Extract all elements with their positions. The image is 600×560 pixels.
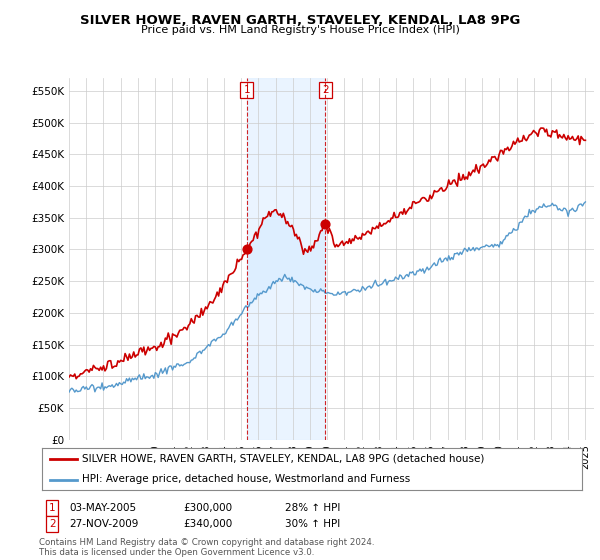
Text: 30% ↑ HPI: 30% ↑ HPI: [285, 519, 340, 529]
Text: SILVER HOWE, RAVEN GARTH, STAVELEY, KENDAL, LA8 9PG (detached house): SILVER HOWE, RAVEN GARTH, STAVELEY, KEND…: [83, 454, 485, 464]
Text: 1: 1: [49, 503, 56, 513]
Text: 27-NOV-2009: 27-NOV-2009: [69, 519, 139, 529]
Point: [242, 245, 251, 254]
Text: 1: 1: [244, 85, 250, 95]
Bar: [247, 78, 325, 440]
Text: 2: 2: [322, 85, 329, 95]
Point: [320, 220, 330, 228]
Text: Price paid vs. HM Land Registry's House Price Index (HPI): Price paid vs. HM Land Registry's House …: [140, 25, 460, 35]
Text: SILVER HOWE, RAVEN GARTH, STAVELEY, KENDAL, LA8 9PG: SILVER HOWE, RAVEN GARTH, STAVELEY, KEND…: [80, 14, 520, 27]
Text: Contains HM Land Registry data © Crown copyright and database right 2024.
This d: Contains HM Land Registry data © Crown c…: [39, 538, 374, 557]
Text: £300,000: £300,000: [183, 503, 232, 513]
Text: 03-MAY-2005: 03-MAY-2005: [69, 503, 136, 513]
Text: 2: 2: [49, 519, 56, 529]
Text: HPI: Average price, detached house, Westmorland and Furness: HPI: Average price, detached house, West…: [83, 474, 411, 484]
Text: £340,000: £340,000: [183, 519, 232, 529]
Text: 28% ↑ HPI: 28% ↑ HPI: [285, 503, 340, 513]
